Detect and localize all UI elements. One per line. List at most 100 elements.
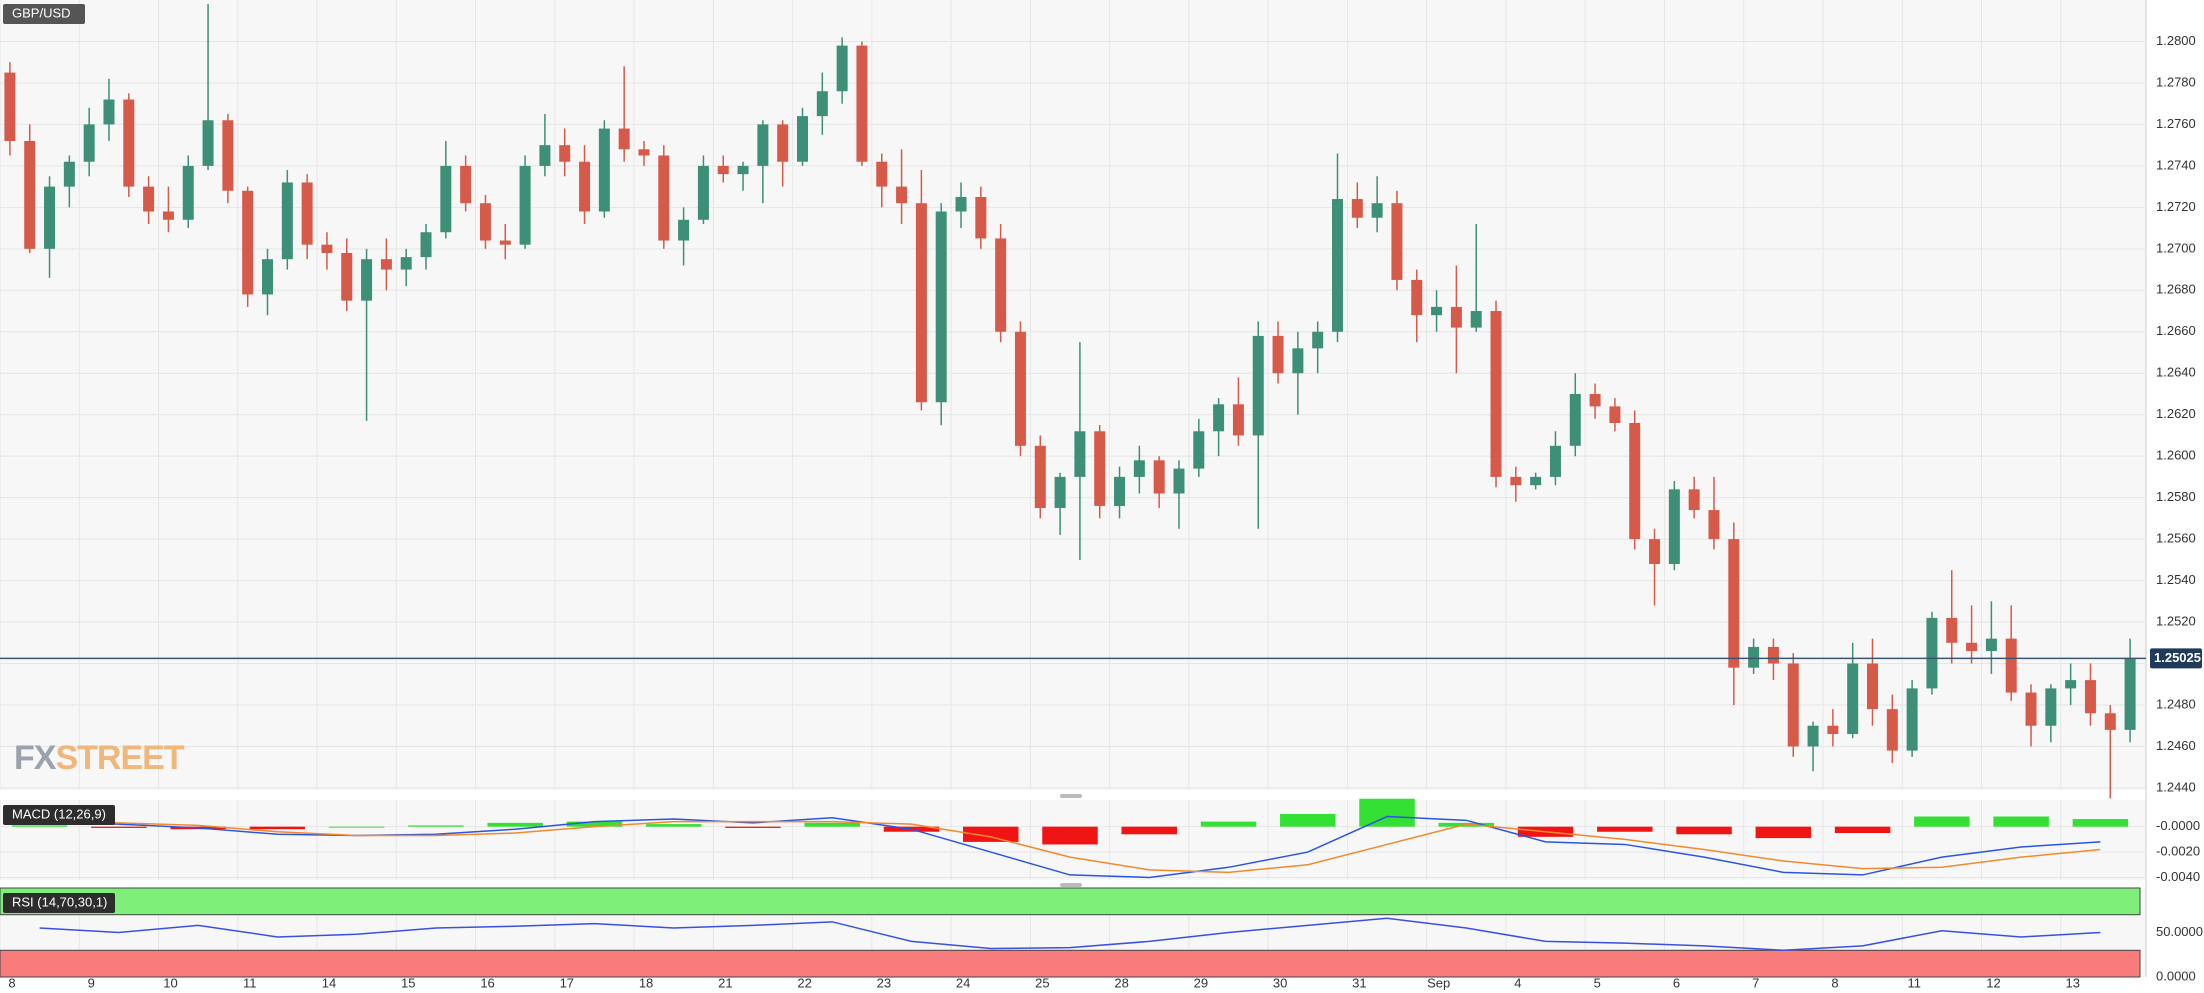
candle-body [1470,311,1482,328]
candle-body [162,211,174,220]
candle-body [1074,431,1086,477]
candle-body [777,124,789,162]
macd-histogram-bar [1993,816,2049,827]
candle-body [618,128,630,150]
candle-body [1708,510,1720,540]
candle-body [598,128,610,212]
macd-histogram-bar [1755,826,1812,839]
candle-body [1232,404,1244,436]
macd-histogram-bar [1280,813,1336,827]
oversold-band [0,949,2141,978]
candle-body [1649,539,1661,564]
x-tick-label: 30 [1273,975,1287,990]
macd-histogram-bar [963,826,1019,842]
y-tick-label: 1.2460 [2156,738,2196,753]
panel-handle [1060,794,1082,798]
y-tick-label: -0.0040 [2156,869,2200,884]
macd-histogram-bar [2072,819,2129,827]
candle-body [579,161,591,212]
candle-body [975,196,987,239]
x-tick-label: 5 [1594,975,1601,990]
macd-line [39,820,2101,874]
x-tick-label: 9 [88,975,95,990]
y-tick-label: 1.2620 [2156,406,2196,421]
candle-body [4,72,16,141]
candle-body [539,145,551,166]
candle-body [797,116,808,162]
x-tick-label: 8 [1831,975,1838,990]
macd-histogram-bar [11,825,68,827]
y-tick-label: 1.2520 [2156,613,2196,628]
y-tick-label: -0.0020 [2156,844,2200,859]
candle-body [1688,489,1700,511]
candle-body [479,203,491,241]
x-tick-label: 21 [718,975,732,990]
y-tick-label: 1.2740 [2156,157,2196,172]
candle-body [143,186,155,212]
candle-body [440,165,452,233]
panel-title-box [3,893,115,913]
candle-body [1312,331,1324,349]
candle-body [1411,279,1423,316]
candle-body [24,140,36,249]
candle-body [83,124,95,162]
macd-histogram-bar [1121,826,1177,835]
x-tick-label: 4 [1514,975,1521,990]
macd-histogram-bar [1834,826,1891,834]
x-tick-label: 11 [243,975,257,990]
candle-body [836,45,848,92]
x-tick-label: 6 [1673,975,1680,990]
panel-handle [1060,883,1082,887]
x-tick-label: 12 [1986,975,2000,990]
y-tick-label: 1.2660 [2156,323,2196,338]
candle-body [1728,539,1740,668]
macd-histogram-bar [566,821,623,827]
watermark: FXSTREET [14,739,185,777]
y-tick-label: 1.2480 [2156,696,2196,711]
marks [0,4,2146,978]
candle-body [757,124,769,166]
macd-histogram-bar [645,824,702,827]
candle-body [1153,460,1165,494]
overbought-band [0,887,2141,916]
macd-histogram-bar [725,826,781,828]
x-tick-label: 13 [2066,975,2080,990]
candle-body [1530,476,1542,486]
candle-body [1054,476,1066,509]
candle-body [1490,311,1502,477]
candle-body [717,165,729,175]
x-tick-label: 28 [1114,975,1128,990]
x-tick-label: 25 [1035,975,1049,990]
candle-body [1807,725,1819,747]
candle-body [1034,445,1046,509]
candle-body [1173,468,1185,494]
candle-body [2065,680,2077,689]
candle-body [1014,331,1026,446]
candle-body [1609,406,1621,423]
x-tick-label: 22 [797,975,811,990]
candle-body [1867,663,1878,710]
watermark-street: STREET [55,739,184,777]
y-tick-label: 1.2580 [2156,489,2196,504]
candle-body [995,238,1007,332]
panel-title: GBP/USD [12,5,71,20]
candle-body [856,45,868,162]
candle-body [1629,422,1641,540]
x-tick-label: 15 [401,975,415,990]
candle-body [44,186,56,249]
x-tick-label: 29 [1194,975,1208,990]
candle-body [103,99,115,125]
candle-body [202,120,214,166]
x-tick-label: 10 [163,975,177,990]
candle-body [1946,617,1958,643]
candle-body [380,259,392,270]
panel-title: RSI (14,70,30,1) [12,894,107,909]
panel-title: MACD (12,26,9) [12,806,106,821]
candle-body [1272,335,1284,374]
candle-body [697,165,709,220]
candle-body [638,149,650,156]
candle-body [737,165,749,175]
candle-body [678,219,690,241]
candle-body [1094,431,1106,506]
